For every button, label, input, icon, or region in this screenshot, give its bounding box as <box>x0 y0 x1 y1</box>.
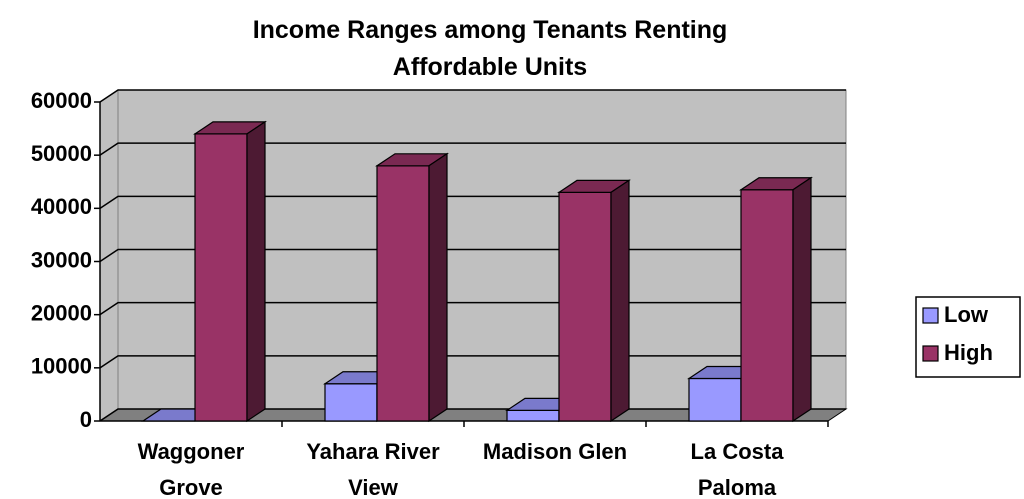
y-tick-label: 30000 <box>31 247 92 272</box>
y-tick-label: 0 <box>80 407 92 432</box>
y-tick-label: 10000 <box>31 354 92 379</box>
chart-title: Income Ranges among Tenants Renting Affo… <box>252 16 728 81</box>
bar-front <box>688 377 742 422</box>
bar-side <box>610 179 630 423</box>
bar-side <box>428 152 448 423</box>
grid-line <box>99 89 846 103</box>
bar-front <box>376 165 430 422</box>
bar-side <box>792 176 812 423</box>
bar-front <box>506 409 560 422</box>
grid-line <box>99 142 846 156</box>
legend-label: High <box>944 340 993 365</box>
x-tick-label: Madison Glen <box>482 439 628 464</box>
x-tick-label: La Costa Paloma <box>690 439 784 499</box>
legend-swatch <box>922 345 939 362</box>
x-tick-label: Yahara River View <box>306 439 440 499</box>
legend-swatch <box>922 307 939 324</box>
y-tick-label: 50000 <box>31 141 92 166</box>
y-tick-label: 40000 <box>31 194 92 219</box>
y-tick-label: 60000 <box>31 88 92 113</box>
bar-front <box>740 189 794 422</box>
legend-label: Low <box>944 302 989 327</box>
bar-side <box>246 120 266 423</box>
x-tick-label: Waggoner Grove <box>137 439 245 499</box>
bar-front <box>324 383 378 422</box>
y-tick-label: 20000 <box>31 300 92 325</box>
bar-front <box>558 191 612 422</box>
bar-front <box>194 133 248 422</box>
